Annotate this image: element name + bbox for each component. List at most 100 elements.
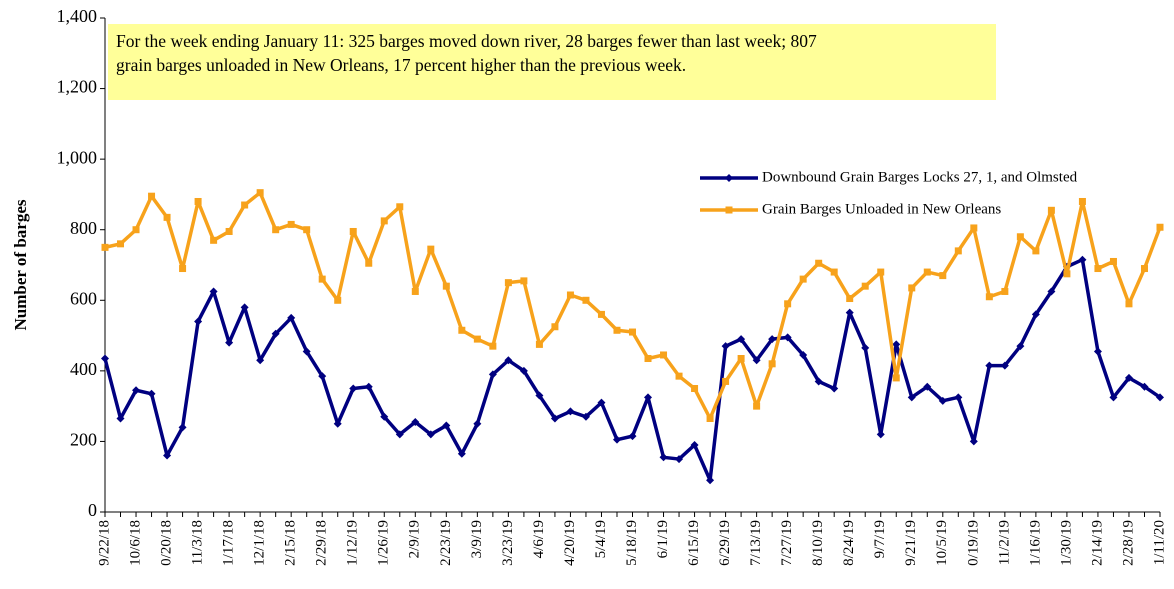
x-tick-label: 4/6/19	[531, 520, 547, 558]
x-tick-label: 3/9/19	[469, 520, 485, 558]
data-point	[303, 226, 311, 234]
x-tick-label: 6/15/19	[686, 520, 702, 566]
data-point	[271, 329, 280, 338]
data-point	[520, 277, 528, 285]
data-point	[1094, 265, 1102, 273]
x-tick-label: 9/22/18	[96, 520, 112, 566]
legend-marker	[725, 206, 733, 214]
annotation-box	[108, 24, 996, 100]
data-point	[535, 340, 543, 348]
data-point	[535, 391, 544, 400]
data-point	[582, 296, 590, 304]
data-point	[799, 275, 807, 283]
data-point	[690, 440, 699, 449]
data-point	[1140, 265, 1148, 273]
y-tick-label: 400	[70, 359, 97, 379]
data-point	[629, 328, 636, 336]
data-point	[784, 300, 792, 308]
x-tick-label: 9/7/19	[872, 520, 888, 558]
data-point	[179, 265, 187, 273]
data-point	[597, 398, 606, 407]
data-point	[287, 220, 295, 228]
x-tick-label: 2/23/19	[438, 520, 454, 566]
data-point	[1063, 270, 1071, 278]
data-point	[861, 282, 869, 290]
data-point	[302, 347, 311, 356]
data-point	[519, 366, 528, 375]
data-point	[194, 197, 202, 205]
data-point	[908, 284, 916, 292]
data-point	[768, 360, 776, 368]
data-point	[845, 308, 854, 317]
data-point	[489, 342, 497, 350]
y-tick-label: 600	[70, 288, 97, 308]
data-point	[597, 310, 605, 318]
data-point	[1124, 373, 1133, 382]
data-point	[551, 323, 559, 331]
data-point	[349, 227, 357, 235]
x-tick-label: 9/21/19	[903, 520, 919, 566]
data-point	[815, 259, 823, 267]
data-point	[659, 453, 668, 462]
data-point	[737, 335, 746, 344]
data-point	[473, 419, 482, 428]
data-point	[1032, 247, 1040, 255]
data-point	[147, 389, 156, 398]
x-tick-label: 2/14/19	[1089, 520, 1105, 566]
data-point	[396, 203, 404, 211]
data-point	[892, 340, 901, 349]
x-tick-label: 1/16/19	[1027, 520, 1043, 566]
data-point	[287, 313, 296, 322]
x-tick-label: 1/17/18	[221, 520, 237, 566]
annotation-line: For the week ending January 11: 325 barg…	[116, 31, 817, 51]
series-line	[104, 190, 1162, 421]
data-point	[504, 356, 513, 365]
x-tick-label: 2/29/18	[314, 520, 330, 566]
data-point	[753, 402, 761, 410]
data-point	[1016, 342, 1025, 351]
data-point	[241, 201, 249, 209]
data-point	[411, 287, 419, 295]
y-axis-label: Number of barges	[11, 199, 30, 330]
data-point	[566, 407, 575, 416]
data-point	[938, 396, 947, 405]
data-point	[830, 268, 838, 276]
data-point	[644, 355, 652, 363]
data-point	[132, 226, 140, 234]
data-point	[318, 372, 327, 381]
data-point	[225, 338, 234, 347]
data-point	[101, 354, 109, 363]
data-point	[488, 370, 497, 379]
x-tick-label: 2/28/19	[1120, 520, 1136, 566]
data-point	[364, 382, 373, 391]
data-point	[318, 275, 326, 283]
x-tick-label: 0/19/19	[965, 520, 981, 566]
x-tick-label: 5/18/19	[624, 520, 640, 566]
x-tick-label: 8/10/19	[810, 520, 826, 566]
x-tick-label: 3/23/19	[500, 520, 516, 566]
data-point	[954, 393, 963, 402]
data-point	[907, 393, 916, 402]
y-tick-label: 800	[70, 218, 97, 238]
data-point	[783, 333, 792, 342]
data-point	[923, 382, 932, 391]
data-point	[985, 293, 993, 301]
data-point	[178, 423, 187, 432]
data-point	[380, 217, 388, 225]
data-point	[877, 268, 885, 276]
data-point	[1140, 382, 1149, 391]
data-point	[737, 355, 745, 363]
y-tick-label: 1,400	[57, 6, 98, 26]
x-tick-label: 0/20/18	[158, 520, 174, 566]
x-tick-label: 6/29/19	[717, 520, 733, 566]
y-tick-label: 200	[70, 430, 97, 450]
data-point	[969, 437, 978, 446]
data-point	[581, 412, 590, 421]
data-point	[1031, 310, 1040, 319]
data-point	[846, 295, 854, 303]
x-tick-label: 7/27/19	[779, 520, 795, 566]
x-tick-label: 1/12/19	[345, 520, 361, 566]
data-point	[163, 451, 172, 460]
data-point	[1047, 206, 1055, 214]
data-point	[1047, 287, 1056, 296]
